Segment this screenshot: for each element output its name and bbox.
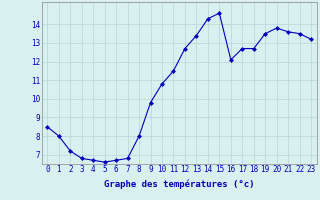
X-axis label: Graphe des températures (°c): Graphe des températures (°c): [104, 180, 254, 189]
